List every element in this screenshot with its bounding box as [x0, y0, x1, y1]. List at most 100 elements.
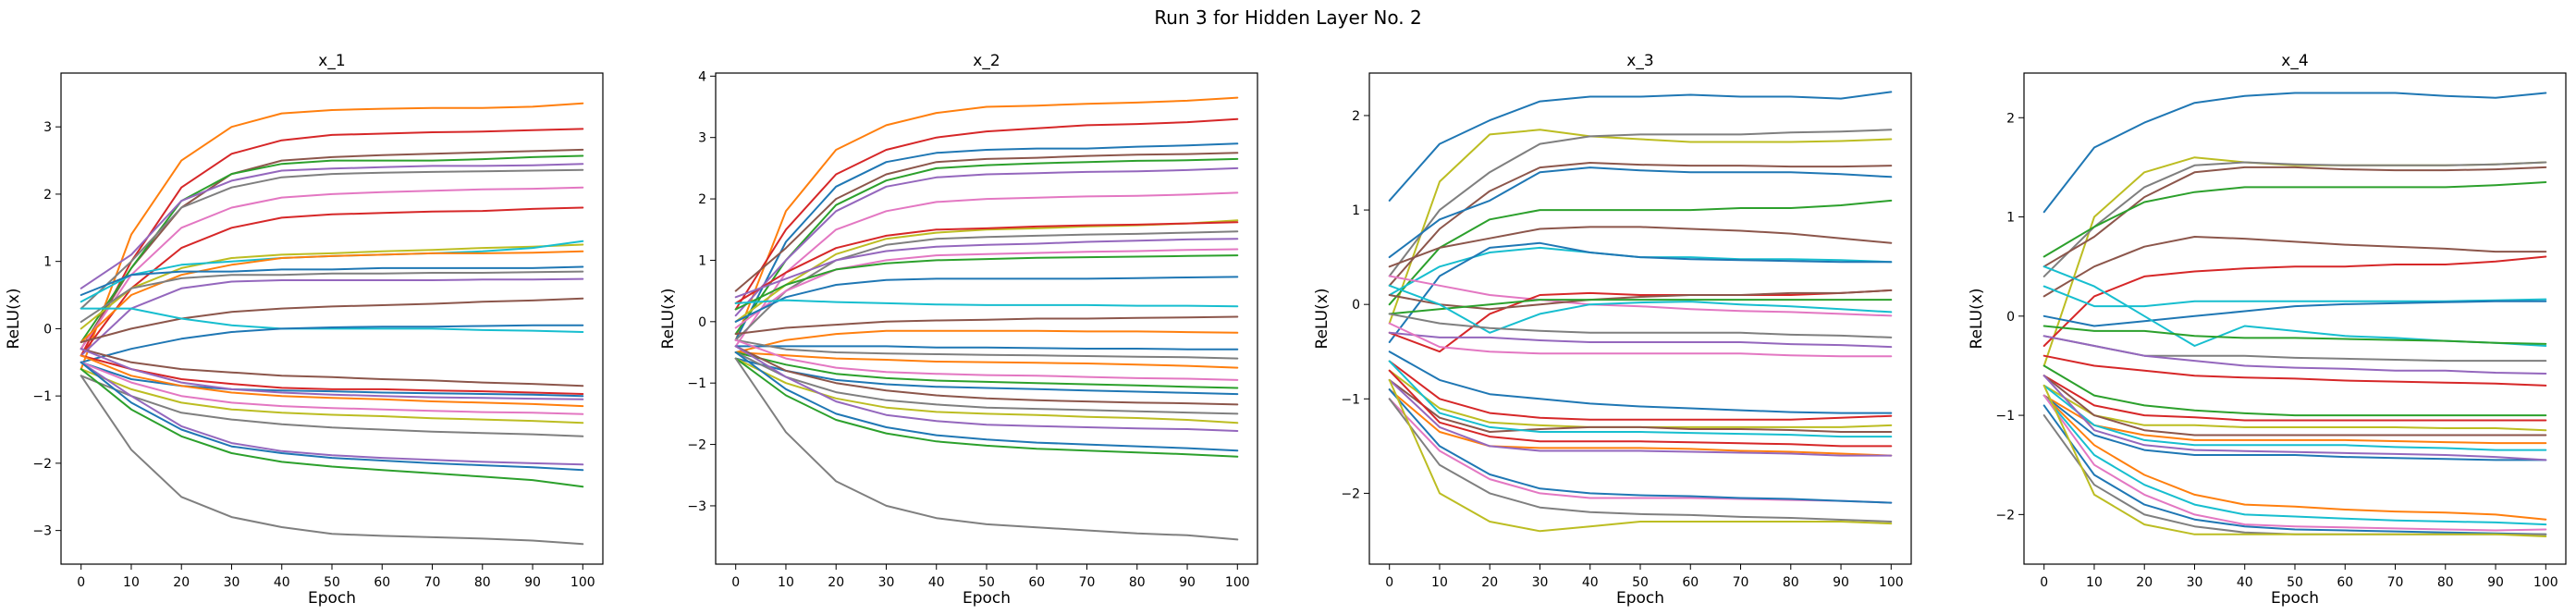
series-line — [734, 351, 1239, 452]
x-tick-label: 30 — [224, 575, 240, 590]
series-line — [80, 168, 584, 310]
series-line — [734, 221, 1239, 304]
chart-panel-4: 0 10 20 30 40 50 60 70 80 90 100 −2 −1 0 1 2 x_4 Epoch ReL… — [1968, 52, 2567, 608]
series-line — [2042, 394, 2547, 532]
x-axis-label: Epoch — [1616, 589, 1664, 608]
x-axis-label: Epoch — [308, 589, 356, 608]
y-axis-label: ReLU(x) — [5, 289, 23, 350]
x-tick-label: 30 — [1532, 575, 1549, 590]
series-line — [2042, 236, 2547, 298]
series-line — [734, 357, 1239, 541]
series-line — [734, 230, 1239, 341]
series-line — [734, 248, 1239, 329]
x-tick-label: 0 — [1385, 575, 1393, 590]
series-line — [1388, 360, 1893, 438]
series-line — [80, 375, 584, 437]
y-tick-label: −3 — [32, 524, 52, 539]
x-tick-label: 100 — [1225, 575, 1250, 590]
series-line — [80, 375, 584, 546]
y-tick-label: 1 — [1352, 203, 1360, 218]
series-line — [80, 354, 584, 408]
x-tick-label: 100 — [570, 575, 595, 590]
x-tick-label: 40 — [1582, 575, 1599, 590]
y-axis-label: ReLU(x) — [1313, 289, 1331, 350]
series-line — [1388, 313, 1893, 338]
x-tick-label: 20 — [1481, 575, 1498, 590]
series-line — [80, 186, 584, 351]
y-tick-label: 2 — [43, 188, 52, 203]
series-line — [80, 265, 584, 296]
series-line — [734, 276, 1239, 323]
y-tick-label: −1 — [32, 389, 52, 404]
series-line — [1388, 388, 1893, 504]
series-line — [80, 128, 584, 357]
series-line — [2042, 364, 2547, 417]
y-axis-label: ReLU(x) — [1968, 289, 1986, 350]
series-line — [1388, 289, 1893, 311]
series-line — [2042, 92, 2547, 214]
series-line — [734, 338, 1239, 360]
y-tick-label: 2 — [1352, 109, 1360, 124]
series-line — [734, 152, 1239, 292]
y-tick-label: −2 — [32, 457, 52, 472]
series-line — [734, 357, 1239, 424]
series-line — [80, 368, 584, 424]
series-line — [1388, 378, 1893, 533]
x-tick-label: 70 — [1079, 575, 1096, 590]
x-tick-label: 10 — [123, 575, 140, 590]
series-line — [1388, 129, 1893, 325]
series-line — [80, 361, 584, 466]
x-tick-label: 50 — [978, 575, 995, 590]
series-line — [734, 96, 1239, 341]
series-line — [734, 238, 1239, 299]
series-line — [734, 299, 1239, 308]
series-line — [2042, 404, 2547, 535]
x-tick-label: 10 — [778, 575, 794, 590]
y-tick-label: −2 — [1341, 486, 1360, 501]
y-tick-label: 1 — [43, 255, 52, 270]
series-line — [1388, 166, 1893, 259]
series-line — [734, 345, 1239, 432]
y-tick-label: 0 — [2006, 310, 2015, 325]
series-line — [2042, 375, 2547, 422]
x-tick-label: 50 — [324, 575, 340, 590]
series-line — [1388, 378, 1893, 433]
series-line — [1388, 226, 1893, 268]
x-tick-label: 80 — [1129, 575, 1146, 590]
series-line — [734, 191, 1239, 348]
y-tick-label: −2 — [687, 438, 706, 453]
series-line — [1388, 331, 1893, 349]
chart-panel-1: 0 10 20 30 40 50 60 70 80 90 100 −3 −2 −1 0 1 2 3 x_1 Epoch… — [5, 52, 604, 608]
x-tick-label: 0 — [731, 575, 740, 590]
plot-frame — [60, 72, 604, 565]
series-line — [734, 357, 1239, 396]
x-tick-label: 20 — [2136, 575, 2153, 590]
x-tick-label: 90 — [2487, 575, 2504, 590]
series-line — [80, 243, 584, 330]
series-line — [80, 163, 584, 289]
y-tick-label: −1 — [687, 376, 706, 391]
y-tick-label: 0 — [698, 315, 706, 330]
series-line — [80, 361, 584, 415]
chart-panel-3: 0 10 20 30 40 50 60 70 80 90 100 −2 −1 0 1 2 x_3 Epoch ReL… — [1313, 52, 1912, 608]
x-tick-label: 90 — [1179, 575, 1196, 590]
plot-frame — [715, 72, 1258, 565]
x-tick-label: 80 — [474, 575, 491, 590]
chart-panel-2: 0 10 20 30 40 50 60 70 80 90 100 −3 −2 −1 0 1 2 3 4 x_2 Epoc… — [659, 52, 1258, 608]
series-line — [80, 368, 584, 488]
series-line — [80, 361, 584, 472]
x-tick-label: 80 — [1783, 575, 1799, 590]
series-line — [80, 297, 584, 343]
y-tick-label: 3 — [698, 131, 706, 146]
y-tick-label: 1 — [698, 253, 706, 268]
x-tick-label: 0 — [2040, 575, 2048, 590]
series-line — [80, 148, 584, 351]
series-line — [2042, 255, 2547, 347]
series-line — [1388, 162, 1893, 287]
y-tick-label: 0 — [43, 322, 52, 337]
series-line — [2042, 375, 2547, 461]
series-line — [734, 166, 1239, 317]
x-tick-label: 90 — [524, 575, 541, 590]
series-line — [80, 277, 584, 357]
